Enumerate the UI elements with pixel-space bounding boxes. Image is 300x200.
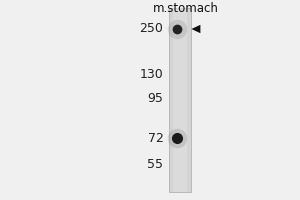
Text: 250: 250 [140,22,164,36]
Bar [169,8,190,192]
Text: 55: 55 [148,158,164,171]
Text: m.stomach: m.stomach [153,2,219,16]
Text: 130: 130 [140,68,164,82]
Polygon shape [191,25,200,33]
Bar [173,8,187,192]
Text: 95: 95 [148,92,164,106]
Text: 72: 72 [148,132,164,144]
